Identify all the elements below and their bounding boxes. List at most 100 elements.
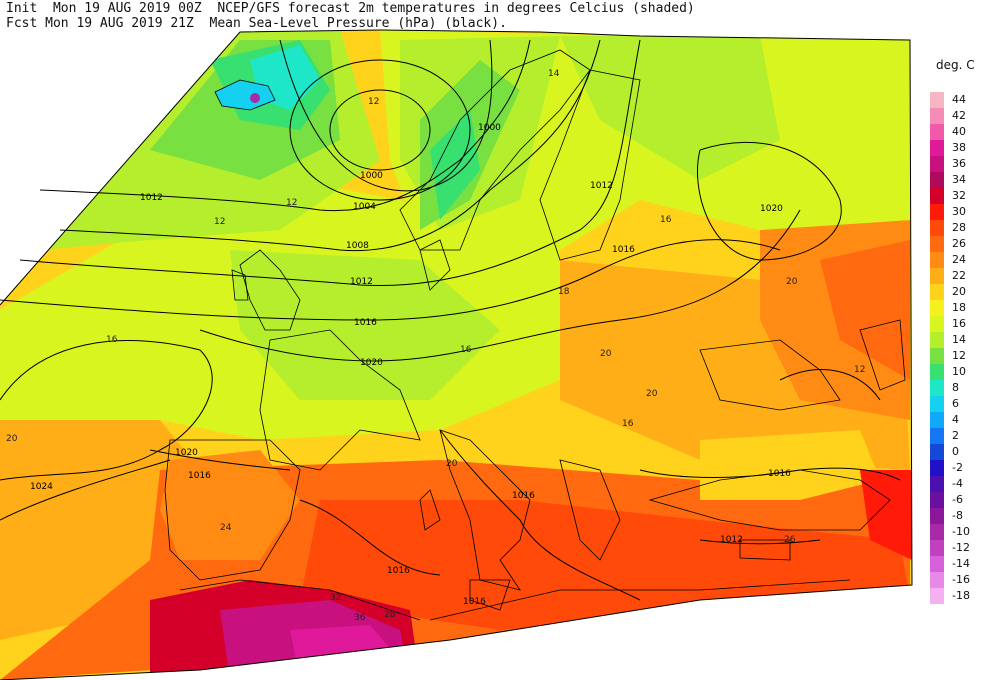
legend-label: -18 — [952, 589, 970, 602]
legend-swatch — [930, 172, 944, 188]
legend-swatch — [930, 268, 944, 284]
legend-swatch — [930, 492, 944, 508]
legend-swatch — [930, 476, 944, 492]
temperature-shading — [0, 30, 912, 680]
header-line-1: Init Mon 19 AUG 2019 00Z NCEP/GFS foreca… — [6, 1, 695, 16]
legend-entry: 30 — [930, 204, 1000, 220]
temperature-label: 16 — [460, 345, 472, 355]
legend-label: 42 — [952, 109, 966, 122]
legend-swatch — [930, 540, 944, 556]
map-boundary — [0, 29, 913, 680]
legend-label: 30 — [952, 205, 966, 218]
temperature-label: 12 — [368, 97, 379, 107]
header-line-2: Fcst Mon 19 AUG 2019 21Z Mean Sea-Level … — [6, 16, 507, 31]
legend-entry: -16 — [930, 572, 1000, 588]
legend-label: 28 — [952, 221, 966, 234]
legend-swatch — [930, 348, 944, 364]
legend-label: -12 — [952, 541, 970, 554]
pressure-label: 1012 — [350, 277, 373, 287]
legend-entry: 24 — [930, 252, 1000, 268]
legend-entry: 6 — [930, 396, 1000, 412]
legend-entry: 32 — [930, 188, 1000, 204]
pressure-label: 1008 — [346, 241, 369, 251]
legend-entry: -14 — [930, 556, 1000, 572]
legend-entry: 8 — [930, 380, 1000, 396]
legend-swatch — [930, 412, 944, 428]
pressure-label: 1016 — [354, 318, 377, 328]
legend-entry: 28 — [930, 220, 1000, 236]
legend-entry: -10 — [930, 524, 1000, 540]
temperature-label: 36 — [354, 613, 366, 623]
legend-swatch — [930, 284, 944, 300]
pressure-label: 1004 — [353, 202, 376, 212]
legend-label: -8 — [952, 509, 963, 522]
legend-label: 24 — [952, 253, 966, 266]
legend-label: -2 — [952, 461, 963, 474]
legend-swatch — [930, 252, 944, 268]
legend-entry: 36 — [930, 156, 1000, 172]
legend-entry: 44 — [930, 92, 1000, 108]
legend-entry: -2 — [930, 460, 1000, 476]
legend-swatch — [930, 220, 944, 236]
legend-label: 22 — [952, 269, 966, 282]
legend-entry: 12 — [930, 348, 1000, 364]
legend-label: -4 — [952, 477, 963, 490]
temperature-label: 12 — [854, 365, 865, 375]
legend-swatch — [930, 380, 944, 396]
pressure-label: 1024 — [30, 482, 53, 492]
legend-label: 8 — [952, 381, 959, 394]
legend-label: 26 — [952, 237, 966, 250]
legend-label: 36 — [952, 157, 966, 170]
pressure-label: 1020 — [760, 204, 783, 214]
temperature-label: 28 — [384, 610, 396, 620]
temperature-label: 14 — [548, 69, 560, 79]
temperature-labels: 12 12 12 12 14 16 16 16 16 18 20 20 20 2… — [6, 69, 865, 623]
temperature-label: 32 — [330, 593, 341, 603]
legend-entry: 14 — [930, 332, 1000, 348]
legend-label: 2 — [952, 429, 959, 442]
pressure-label: 1016 — [188, 471, 211, 481]
legend-swatch — [930, 556, 944, 572]
temperature-label: 12 — [214, 217, 225, 227]
pressure-label: 1012 — [140, 193, 163, 203]
temperature-label: 16 — [660, 215, 672, 225]
legend-title: deg. C — [936, 58, 975, 72]
temperature-label: 12 — [286, 198, 297, 208]
temperature-label: 26 — [784, 535, 796, 545]
temperature-label: 16 — [106, 335, 118, 345]
temperature-label: 20 — [786, 277, 798, 287]
legend-entry: -18 — [930, 588, 1000, 604]
legend-swatch — [930, 572, 944, 588]
forecast-map: 1000 1000 1004 1008 1012 1012 1016 1020 … — [0, 29, 913, 680]
legend-swatch — [930, 188, 944, 204]
legend-entry: 18 — [930, 300, 1000, 316]
legend-swatch — [930, 460, 944, 476]
legend-swatch — [930, 204, 944, 220]
legend-label: 18 — [952, 301, 966, 314]
legend-label: 44 — [952, 93, 966, 106]
legend-entry: 34 — [930, 172, 1000, 188]
legend-swatch — [930, 364, 944, 380]
legend-label: -10 — [952, 525, 970, 538]
temperature-label: 20 — [446, 459, 458, 469]
legend-swatch — [930, 588, 944, 604]
legend-swatch — [930, 108, 944, 124]
pressure-label: 1012 — [590, 181, 613, 191]
legend-entry: 26 — [930, 236, 1000, 252]
legend-entry: -8 — [930, 508, 1000, 524]
pressure-label: 1016 — [512, 491, 535, 501]
temperature-label: 24 — [220, 523, 232, 533]
legend-label: -14 — [952, 557, 970, 570]
legend-entry: 22 — [930, 268, 1000, 284]
temperature-label: 20 — [6, 434, 18, 444]
temperature-label: 16 — [622, 419, 634, 429]
legend-entry: -4 — [930, 476, 1000, 492]
legend-swatch — [930, 428, 944, 444]
legend-swatch — [930, 140, 944, 156]
legend-swatch — [930, 332, 944, 348]
legend-swatch — [930, 396, 944, 412]
pressure-label: 1016 — [768, 469, 791, 479]
pressure-label: 1016 — [387, 566, 410, 576]
pressure-label: 1000 — [360, 171, 383, 181]
legend-swatch — [930, 524, 944, 540]
